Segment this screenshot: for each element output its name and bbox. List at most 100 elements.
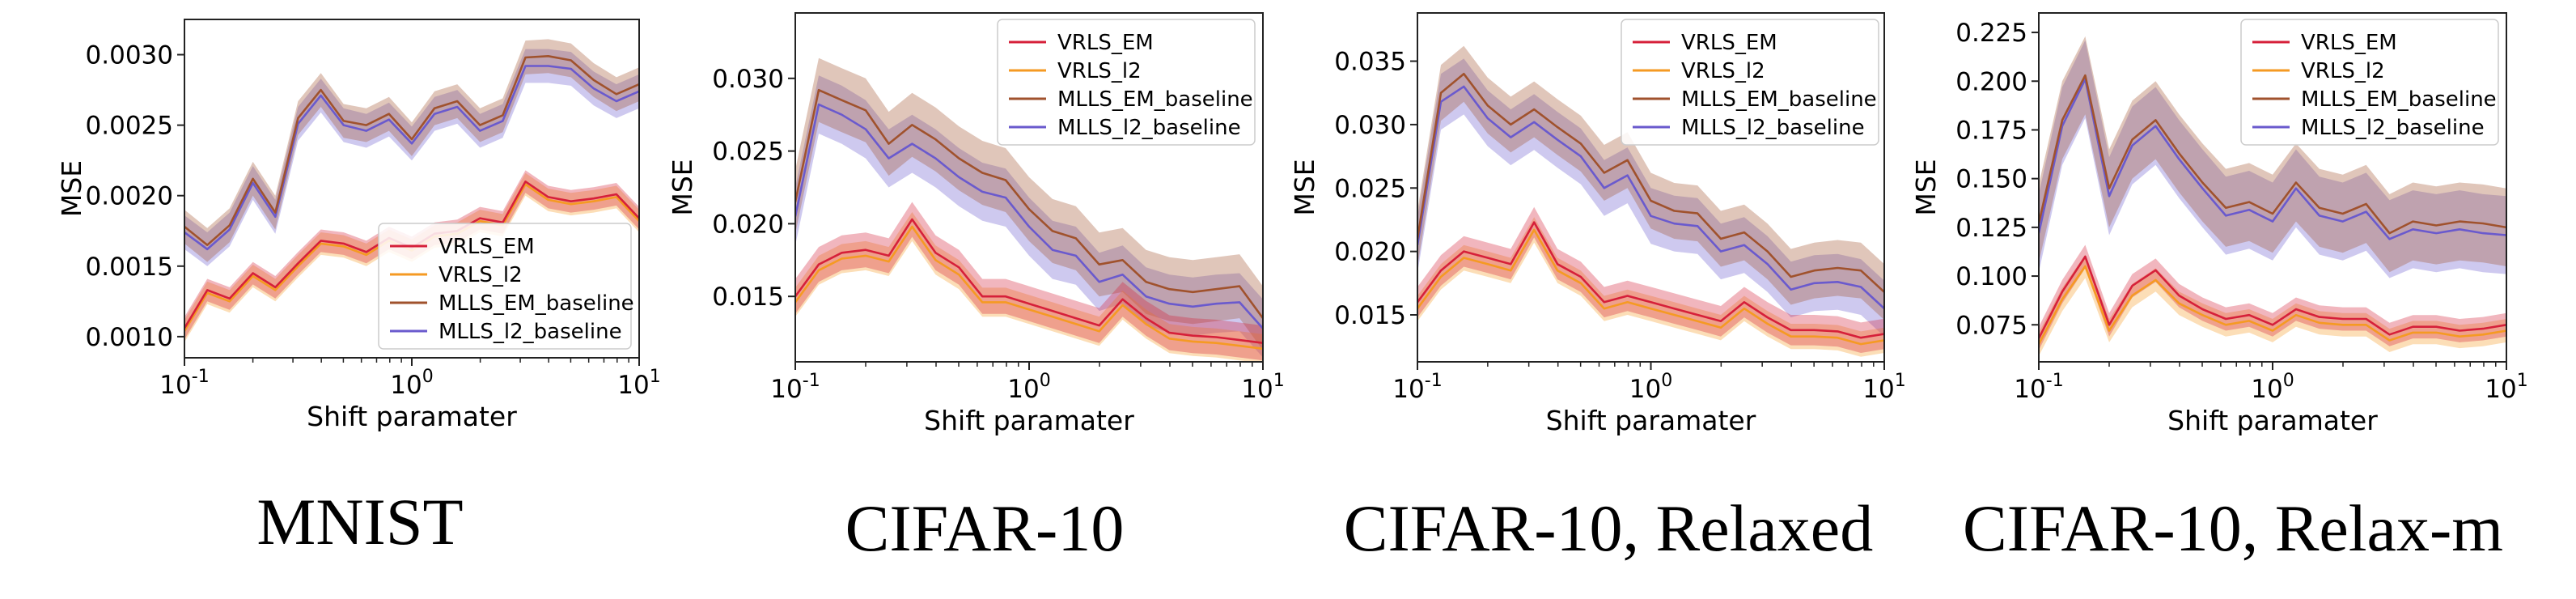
legend-label-MLLS_l2_baseline: MLLS_l2_baseline [1681,116,1865,140]
x-tick-label: 101 [617,367,660,400]
caption-cifar10-relaxed: CIFAR-10, Relaxed [1344,491,1873,565]
series-line-VRLS_EM [2039,255,2506,339]
confidence-band-MLLS_l2_baseline [184,49,639,266]
caption-cifar10-relax-m: CIFAR-10, Relax-m [1963,491,2503,565]
y-tick-label: 0.035 [1334,48,1406,77]
caption-mnist: MNIST [256,485,463,559]
legend: VRLS_EM VRLS_l2 MLLS_EM_baseline MLLS_l2_ba… [997,19,1256,146]
y-tick-label: 0.175 [1955,116,2027,145]
legend-box [997,19,1256,146]
y-axis-label: MSE [1910,159,1942,215]
series-line-VRLS_l2 [795,225,1263,350]
y-tick-label: 0.030 [1334,111,1406,140]
y-tick-label: 0.025 [712,138,784,167]
legend-label-MLLS_EM_baseline: MLLS_EM_baseline [1057,87,1253,112]
x-tick-label: 10-1 [2014,371,2063,404]
legend: VRLS_EM VRLS_l2 MLLS_EM_baseline MLLS_l2_ba… [2240,19,2499,146]
legend-label-MLLS_EM_baseline: MLLS_EM_baseline [1681,87,1877,112]
y-tick-label: 0.030 [712,65,784,94]
legend-label-MLLS_EM_baseline: MLLS_EM_baseline [439,291,634,316]
legend-label-MLLS_l2_baseline: MLLS_l2_baseline [2301,116,2485,140]
y-tick-label: 0.150 [1955,165,2027,194]
legend-box [2240,19,2499,146]
series-line-MLLS_l2_baseline [1417,85,1884,310]
y-tick-label: 0.0015 [86,253,173,282]
y-tick-label: 0.075 [1955,311,2027,340]
chart-panel-cifar10-relaxed: 0.015 0.020 0.025 0.030 0.035 10-1 100 101 Shift… [1289,12,1906,436]
legend-label-VRLS_l2: VRLS_l2 [1057,59,1142,83]
confidence-band-MLLS_l2_baseline [2039,40,2506,278]
y-tick-label: 0.100 [1955,262,2027,291]
confidence-band-MLLS_EM_baseline [184,39,639,262]
series-line-VRLS_l2 [1417,228,1884,346]
y-tick-label: 0.200 [1955,67,2027,96]
x-tick-label: 10-1 [1392,371,1442,404]
x-tick-label: 100 [2251,371,2294,404]
plot-area [2039,36,2506,356]
y-tick-label: 0.225 [1955,19,2027,48]
series-line-MLLS_l2_baseline [2039,78,2506,240]
series-line-MLLS_EM_baseline [2039,74,2506,235]
x-tick-label: 101 [1862,371,1905,404]
legend: VRLS_EM VRLS_l2 MLLS_EM_baseline MLLS_l2_ba… [1621,19,1879,146]
x-tick-label: 100 [390,367,433,400]
y-axis-label: MSE [667,159,698,215]
confidence-band-MLLS_EM_baseline [795,57,1263,350]
x-tick-label: 101 [2485,371,2527,404]
y-axis-label: MSE [56,160,87,217]
y-tick-label: 0.015 [1334,301,1406,330]
legend-box [378,223,632,350]
series-line-MLLS_EM_baseline [1417,72,1884,293]
confidence-band-MLLS_EM_baseline [2039,36,2506,273]
y-tick-label: 0.020 [1334,238,1406,267]
y-tick-label: 0.0025 [86,112,173,141]
chart-panel-cifar10-relax-m: 0.075 0.100 0.125 0.150 0.175 0.200 0.225 10-1 1… [1910,12,2528,436]
x-tick-label: 100 [1629,371,1672,404]
y-tick-label: 0.0010 [86,323,173,352]
x-axis-label: Shift paramater [307,401,517,432]
legend-label-VRLS_EM: VRLS_EM [1057,31,1154,55]
legend-label-MLLS_l2_baseline: MLLS_l2_baseline [439,320,622,344]
caption-cifar10: CIFAR-10 [845,491,1125,565]
legend-label-VRLS_l2: VRLS_l2 [2301,59,2385,83]
x-tick-label: 10-1 [770,371,820,404]
legend-label-VRLS_l2: VRLS_l2 [439,263,523,287]
y-axis-label: MSE [1289,159,1320,215]
legend-label-VRLS_l2: VRLS_l2 [1681,59,1765,83]
plot-area [795,57,1263,362]
series-line-MLLS_l2_baseline [184,65,639,251]
confidence-band-MLLS_l2_baseline [1417,58,1884,337]
chart-panel-cifar10: 0.015 0.020 0.025 0.030 10-1 100 101 Shift para… [667,12,1285,436]
legend-label-MLLS_l2_baseline: MLLS_l2_baseline [1057,116,1241,140]
x-axis-label: Shift paramater [1546,405,1756,436]
plot-area [1417,45,1884,357]
x-axis-label: Shift paramater [2167,405,2378,436]
y-tick-label: 0.020 [712,210,784,239]
legend-label-MLLS_EM_baseline: MLLS_EM_baseline [2301,87,2497,112]
series-line-MLLS_l2_baseline [795,103,1263,329]
series-line-VRLS_EM [795,218,1263,344]
series-line-MLLS_EM_baseline [184,55,639,247]
y-tick-label: 0.0030 [86,41,173,70]
series-line-VRLS_EM [1417,221,1884,339]
x-axis-label: Shift paramater [924,405,1134,436]
confidence-band-VRLS_l2 [1417,217,1884,357]
legend-label-VRLS_EM: VRLS_EM [1681,31,1777,55]
series-line-MLLS_EM_baseline [795,88,1263,319]
legend-label-VRLS_EM: VRLS_EM [2301,31,2397,55]
confidence-band-VRLS_EM [795,202,1263,361]
y-tick-label: 0.015 [712,283,784,312]
chart-panel-mnist: 0.0010 0.0015 0.0020 0.0025 0.0030 10-1 100 101… [56,19,661,432]
legend-box [1621,19,1879,146]
x-tick-label: 100 [1007,371,1050,404]
series-line-VRLS_l2 [2039,265,2506,345]
legend-label-VRLS_EM: VRLS_EM [439,235,535,259]
confidence-band-MLLS_l2_baseline [795,75,1263,358]
x-tick-label: 10-1 [159,367,209,400]
legend: VRLS_EM VRLS_l2 MLLS_EM_baseline MLLS_l2_ba… [378,223,634,350]
x-tick-label: 101 [1241,371,1284,404]
y-tick-label: 0.0020 [86,182,173,211]
y-tick-label: 0.025 [1334,174,1406,203]
y-tick-label: 0.125 [1955,214,2027,243]
